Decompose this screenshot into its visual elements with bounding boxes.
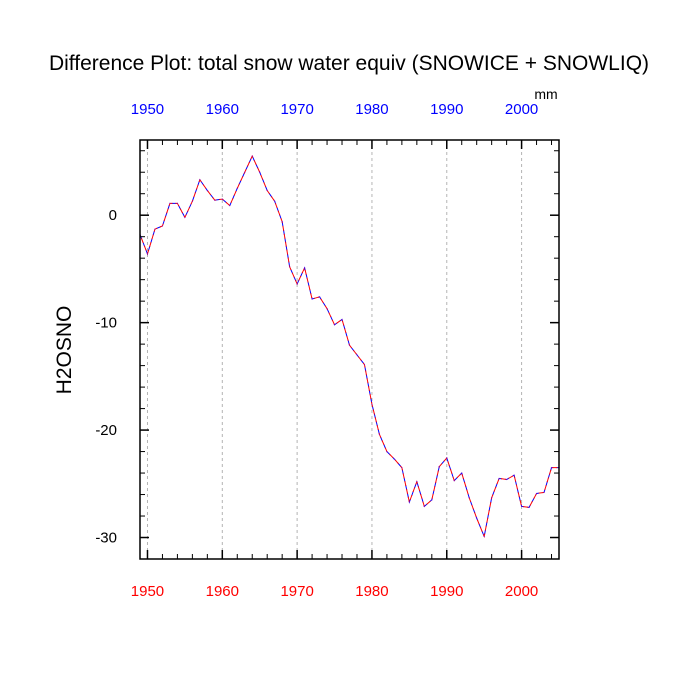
x-tick-label-bottom: 1990 <box>430 583 463 600</box>
data-point <box>491 497 493 499</box>
data-point <box>535 492 538 495</box>
data-point <box>476 517 478 519</box>
data-point <box>244 171 246 173</box>
x-tick-label-bottom: 1980 <box>355 583 388 600</box>
data-point <box>438 466 440 468</box>
data-point <box>251 155 253 157</box>
data-point <box>281 221 283 223</box>
x-tick-label-bottom: 1950 <box>131 583 164 600</box>
data-point <box>550 467 553 469</box>
tick-labels: 1950 1950 1960 1960 1970 1970 1980 1980 1990 1990… <box>95 101 538 600</box>
data-point <box>483 535 485 538</box>
plot-frame <box>139 139 560 560</box>
data-point <box>199 179 201 181</box>
x-tick-label-top: 1990 <box>430 101 463 118</box>
series-line-blue <box>139 154 559 539</box>
data-point <box>520 505 523 507</box>
data-point <box>236 187 238 189</box>
data-point <box>446 457 448 459</box>
data-point <box>543 491 545 493</box>
data-point <box>408 501 410 503</box>
x-tick-label-top: 1980 <box>355 101 388 118</box>
data-point <box>326 308 328 310</box>
x-tick-label-top: 2000 <box>505 101 538 118</box>
data-point <box>161 225 164 227</box>
series-layer <box>139 154 560 539</box>
data-point <box>393 458 395 460</box>
x-tick-label-top: 1950 <box>131 101 164 118</box>
data-point <box>274 200 276 202</box>
data-point <box>318 296 321 298</box>
x-tick-label-top: 1970 <box>280 101 313 118</box>
data-point <box>401 467 403 469</box>
data-point <box>498 477 500 480</box>
ticks <box>140 140 559 560</box>
x-tick-label-top: 1960 <box>206 101 239 118</box>
data-point <box>169 202 171 204</box>
data-point <box>304 267 306 269</box>
y-tick-label: -20 <box>95 422 117 439</box>
data-point <box>356 354 358 356</box>
data-point <box>423 505 425 507</box>
data-point <box>176 202 179 204</box>
x-tick-label-bottom: 1970 <box>280 583 313 600</box>
data-point <box>333 324 336 326</box>
chart-title: Difference Plot: total snow water equiv … <box>49 52 649 75</box>
data-point <box>528 506 530 509</box>
gridlines <box>146 140 523 559</box>
data-point <box>363 363 366 366</box>
data-point <box>146 253 149 255</box>
data-point <box>513 474 515 476</box>
data-point <box>206 189 208 192</box>
series-line-red <box>139 154 559 539</box>
data-point <box>259 171 261 173</box>
data-point <box>348 344 351 346</box>
data-point <box>184 216 186 218</box>
x-tick-label-bottom: 1960 <box>206 583 239 600</box>
data-point <box>266 189 268 192</box>
data-point <box>461 472 463 474</box>
data-point <box>506 478 508 481</box>
data-point <box>154 228 156 230</box>
data-point <box>378 433 381 435</box>
units-label: mm <box>534 86 557 102</box>
data-point <box>416 481 418 483</box>
data-point <box>341 318 343 321</box>
x-tick-label-bottom: 2000 <box>505 583 538 600</box>
y-axis-label: H2OSNO <box>53 306 76 395</box>
data-point <box>311 298 313 300</box>
data-point <box>468 497 470 499</box>
data-point <box>371 403 373 405</box>
data-point <box>296 283 298 285</box>
data-point <box>191 200 193 202</box>
data-point <box>214 199 216 201</box>
y-tick-label: 0 <box>109 207 117 224</box>
data-point <box>386 450 388 453</box>
data-point <box>221 198 223 200</box>
data-point <box>289 266 291 268</box>
y-tick-label: -30 <box>95 530 117 547</box>
data-point <box>453 479 455 482</box>
data-point <box>431 499 433 501</box>
data-point <box>229 204 231 207</box>
y-tick-label: -10 <box>95 315 117 332</box>
